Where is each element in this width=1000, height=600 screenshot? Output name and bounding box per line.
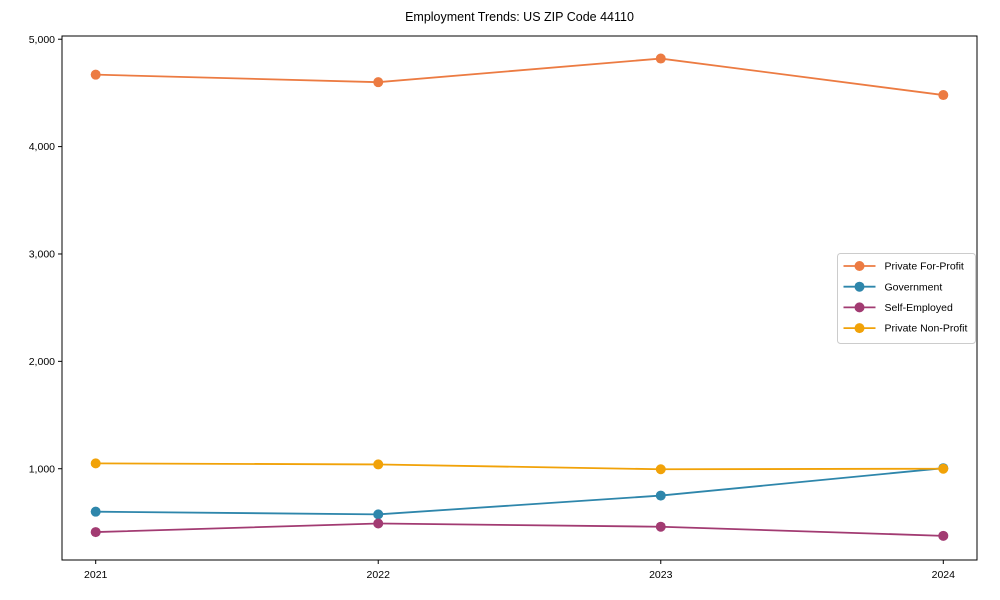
x-tick-label: 2023 [649, 569, 673, 581]
legend-box [837, 253, 976, 344]
legend-label: Self-Employed [885, 302, 953, 314]
data-point-marker [90, 527, 101, 538]
x-tick-label: 2021 [84, 569, 108, 581]
y-tick-label: 1,000 [29, 463, 55, 475]
y-tick-label: 2,000 [29, 356, 55, 368]
data-point-marker [90, 458, 101, 469]
legend-marker [854, 302, 865, 313]
legend-marker [854, 323, 865, 334]
legend-marker [854, 281, 865, 292]
series-line-self-employed [95, 522, 944, 537]
chart-title: Employment Trends: US ZIP Code 44110 [405, 10, 634, 24]
legend-label: Private For-Profit [885, 261, 964, 273]
y-tick-label: 3,000 [29, 249, 55, 261]
series-line-government [95, 467, 944, 516]
x-tick-label: 2022 [367, 569, 391, 581]
legend-label: Private Non-Profit [885, 323, 968, 335]
series-line-private-non-profit [95, 462, 944, 471]
data-point-marker [938, 463, 949, 474]
data-point-marker [90, 69, 101, 80]
data-point-marker [655, 53, 666, 64]
data-point-marker [373, 518, 384, 529]
data-point-marker [90, 506, 101, 517]
data-point-marker [655, 490, 666, 501]
series-line-private-for-profit [95, 57, 944, 96]
data-point-marker [655, 464, 666, 475]
legend-label: Government [885, 281, 943, 293]
data-point-marker [938, 530, 949, 541]
data-point-marker [938, 90, 949, 101]
data-point-marker [373, 509, 384, 520]
legend-marker [854, 261, 865, 271]
axes-frame [61, 35, 978, 561]
data-point-marker [655, 521, 666, 532]
y-tick-label: 4,000 [29, 141, 55, 153]
data-point-marker [373, 77, 384, 88]
data-point-marker [373, 459, 384, 470]
y-tick-label: 5,000 [29, 34, 55, 46]
x-tick-label: 2024 [932, 569, 956, 581]
